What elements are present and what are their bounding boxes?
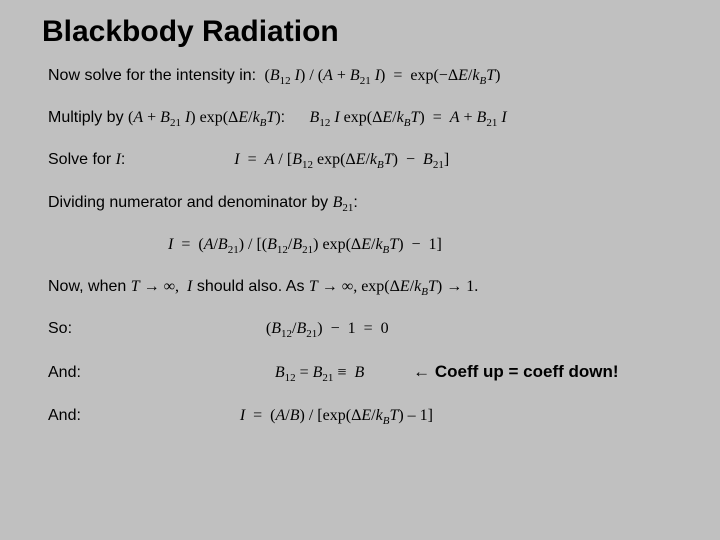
text-4a: Dividing numerator and denominator by bbox=[48, 194, 328, 211]
line-2: Multiply by (A + B21 I) exp(ΔE/kBT): B12… bbox=[48, 109, 680, 129]
text-8a: And: bbox=[48, 364, 81, 381]
slide: Blackbody Radiation Now solve for the in… bbox=[0, 0, 720, 540]
line-8: And: B12 = B21 ≡ B ← Coeff up = coeff do… bbox=[48, 362, 680, 384]
line-6: Now, when T → ∞, I should also. As T → ∞… bbox=[48, 278, 680, 298]
line-9: And: I = (A/B) / [exp(ΔE/kBT) – 1] bbox=[48, 407, 680, 427]
text-9a: And: bbox=[48, 407, 81, 424]
line-3: Solve for I: I = A / [B12 exp(ΔE/kBT) − … bbox=[48, 151, 680, 171]
slide-title: Blackbody Radiation bbox=[42, 15, 680, 49]
line-5: I = (A/B21) / [(B12/B21) exp(ΔE/kBT) − 1… bbox=[48, 236, 680, 256]
coeff-note: ← Coeff up = coeff down! bbox=[413, 362, 618, 381]
text-6c: should also. As bbox=[197, 278, 305, 295]
text-7a: So: bbox=[48, 320, 72, 337]
line-4: Dividing numerator and denominator by B2… bbox=[48, 194, 680, 214]
text-3a: Solve for bbox=[48, 151, 111, 168]
line-7: So: (B12/B21) − 1 = 0 bbox=[48, 320, 680, 340]
text-2a: Multiply by bbox=[48, 109, 124, 126]
line-1: Now solve for the intensity in: (B12 I) … bbox=[48, 67, 680, 87]
text-1a: Now solve for the intensity in: bbox=[48, 67, 256, 84]
text-6a: Now, when bbox=[48, 278, 126, 295]
